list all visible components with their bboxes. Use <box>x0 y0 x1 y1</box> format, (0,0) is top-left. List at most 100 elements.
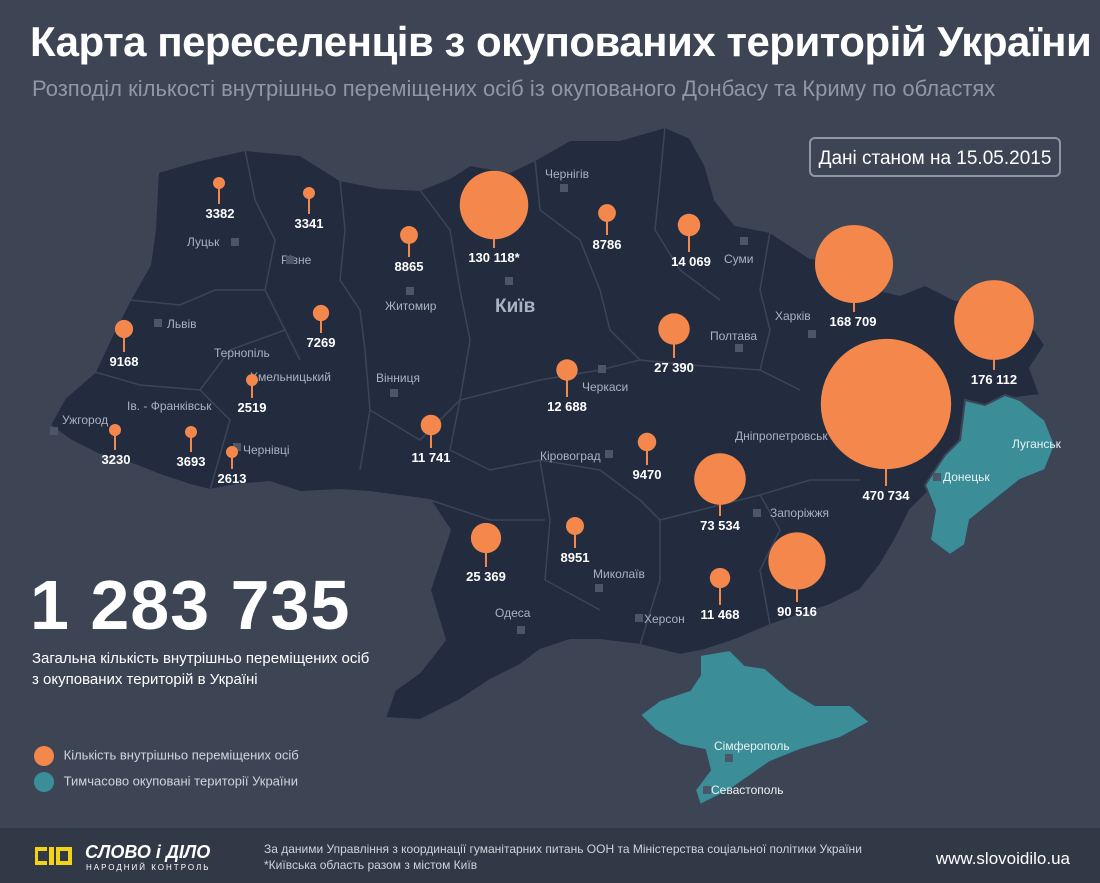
idp-circle <box>400 226 418 244</box>
idp-circle <box>470 522 502 554</box>
page-title: Карта переселенців з окупованих територі… <box>30 18 1092 65</box>
city-label: Полтава <box>710 329 757 343</box>
website-link[interactable]: www.slovoidilo.ua <box>935 849 1070 868</box>
idp-circle <box>637 432 657 452</box>
source-note: За даними Управління з координації гуман… <box>264 841 862 873</box>
idp-circle <box>226 446 238 458</box>
city-label: Київ <box>495 296 535 317</box>
city-label: Суми <box>724 252 753 266</box>
city-label: Ужгород <box>62 413 108 427</box>
legend-occupied: Тимчасово окуповані території України <box>34 772 298 792</box>
idp-circle <box>420 414 442 436</box>
page-subtitle: Розподіл кількості внутрішньо переміщени… <box>32 76 996 101</box>
idp-value-label: 11 468 <box>700 607 739 622</box>
idp-circle <box>312 304 330 322</box>
idp-value-label: 168 709 <box>830 314 877 329</box>
city-label: Дніпропетровськ <box>735 429 828 443</box>
city-square-icon <box>735 344 743 352</box>
city-square-icon <box>286 256 294 264</box>
idp-circle <box>213 177 225 189</box>
idp-value-label: 176 112 <box>971 372 1017 387</box>
legend-occupied-label: Тимчасово окуповані території України <box>63 773 298 789</box>
city-label: Донецьк <box>943 470 990 484</box>
total-description-line1: Загальна кількість внутрішньо переміщени… <box>32 650 370 667</box>
occupied-crimea <box>638 648 872 807</box>
date-badge: Дані станом на 15.05.2015 <box>809 137 1061 177</box>
legend-idp: Кількість внутрішньо переміщених осіб <box>34 746 299 766</box>
idp-value-label: 9470 <box>633 467 662 482</box>
idp-circle <box>814 224 894 304</box>
idp-circle <box>109 424 121 436</box>
idp-circle <box>694 453 746 505</box>
idp-value-label: 11 741 <box>411 450 450 465</box>
idp-value-label: 90 516 <box>777 604 817 619</box>
city-label: Херсон <box>644 612 685 626</box>
idp-value-label: 8786 <box>593 237 622 252</box>
source-line2: *Київська область разом з містом Київ <box>264 858 478 872</box>
city-label: Луганськ <box>1012 437 1062 451</box>
idp-value-label: 130 118* <box>468 250 520 265</box>
city-square-icon <box>725 754 733 762</box>
city-label: Тернопіль <box>214 346 270 360</box>
city-label: Чернігів <box>545 167 589 181</box>
idp-value-label: 2519 <box>238 400 267 415</box>
idp-circle <box>566 517 584 535</box>
city-label: Одеса <box>495 606 531 620</box>
total-description-line2: з окупованих територій в Україні <box>32 671 258 688</box>
city-label: Миколаїв <box>593 567 645 581</box>
idp-value-label: 12 688 <box>547 399 587 414</box>
idp-value-label: 73 534 <box>700 518 741 533</box>
idp-circle <box>303 187 315 199</box>
idp-value-label: 8865 <box>395 259 424 274</box>
city-square-icon <box>635 614 643 622</box>
city-labels: Луцьк Рівне Житомир Київ Чернігів Суми Харків П… <box>50 167 1062 797</box>
city-square-icon <box>50 427 58 435</box>
idp-value-label: 25 369 <box>466 569 506 584</box>
idp-circle <box>709 567 731 589</box>
city-square-icon <box>703 786 711 794</box>
idp-circle <box>658 313 690 345</box>
total-description: Загальна кількість внутрішньо переміщени… <box>32 648 369 690</box>
city-label: Черкаси <box>582 380 628 394</box>
teal-dot-icon <box>34 772 54 792</box>
idp-circle <box>556 359 578 381</box>
idp-value-label: 3341 <box>295 216 324 231</box>
city-label: Чернівці <box>243 443 290 457</box>
idp-value-label: 14 069 <box>671 254 711 269</box>
logo-subtext: НАРОДНИЙ КОНТРОЛЬ <box>86 863 211 872</box>
source-line1: За даними Управління з координації гуман… <box>264 842 862 856</box>
idp-value-label: 27 390 <box>654 360 694 375</box>
city-square-icon <box>406 287 414 295</box>
idp-circle <box>954 280 1034 360</box>
idp-circle <box>114 319 134 339</box>
city-label: Вінниця <box>376 371 420 385</box>
idp-value-label: 9168 <box>110 354 139 369</box>
city-label: Запоріжжя <box>770 506 829 520</box>
city-square-icon <box>390 389 398 397</box>
city-square-icon <box>933 473 941 481</box>
idp-value-label: 470 734 <box>863 488 911 503</box>
city-label: Харків <box>775 309 811 323</box>
idp-circle <box>459 170 529 240</box>
idp-value-label: 7269 <box>307 335 336 350</box>
city-square-icon <box>154 319 162 327</box>
city-square-icon <box>598 365 606 373</box>
logo-text: СЛОВО і ДІЛО <box>85 842 211 862</box>
orange-dot-icon <box>34 746 54 766</box>
city-square-icon <box>753 509 761 517</box>
idp-value-label: 2613 <box>218 471 247 486</box>
city-label: Сімферополь <box>714 739 790 753</box>
idp-circle <box>677 213 701 237</box>
idp-circle <box>246 374 258 386</box>
footer: СЛОВО і ДІЛО НАРОДНИЙ КОНТРОЛЬ За даними… <box>0 828 1100 883</box>
idp-circle <box>820 338 952 470</box>
total-value: 1 283 735 <box>30 566 351 644</box>
city-label: Житомир <box>385 299 437 313</box>
idp-value-label: 3382 <box>206 206 235 221</box>
idp-circle <box>185 426 197 438</box>
city-square-icon <box>605 450 613 458</box>
idp-value-label: 3693 <box>177 454 206 469</box>
city-label: Кіровоград <box>540 449 601 463</box>
city-label: Львів <box>167 317 197 331</box>
